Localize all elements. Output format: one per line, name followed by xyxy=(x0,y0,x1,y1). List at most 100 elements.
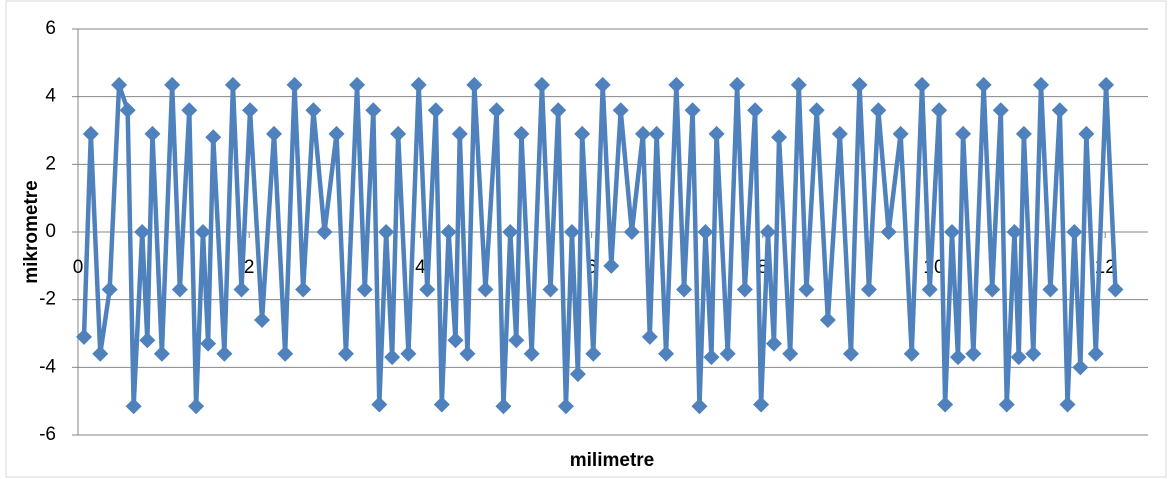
marker xyxy=(955,125,972,142)
marker xyxy=(171,281,188,298)
x-tick-label: 6 xyxy=(586,257,597,278)
marker xyxy=(798,281,815,298)
marker xyxy=(747,102,764,119)
y-tick-label: 2 xyxy=(45,153,56,174)
marker xyxy=(550,102,567,119)
marker xyxy=(998,396,1015,413)
marker xyxy=(759,224,776,240)
y-tick-label: -4 xyxy=(39,356,56,377)
marker xyxy=(254,311,271,328)
marker xyxy=(1033,76,1049,93)
marker xyxy=(708,125,725,142)
marker xyxy=(765,335,782,352)
marker xyxy=(771,129,788,146)
marker xyxy=(684,102,701,119)
marker xyxy=(697,224,714,240)
marker xyxy=(488,102,505,119)
marker xyxy=(1051,102,1068,119)
marker xyxy=(729,76,746,93)
marker xyxy=(224,76,241,93)
marker xyxy=(668,76,685,93)
marker xyxy=(125,398,142,415)
marker xyxy=(790,76,807,93)
marker xyxy=(188,398,205,415)
marker xyxy=(419,281,436,298)
marker xyxy=(266,125,283,142)
marker xyxy=(205,129,222,146)
y-tick-label: 0 xyxy=(45,221,56,242)
marker xyxy=(1025,345,1042,362)
marker xyxy=(975,76,992,93)
marker xyxy=(831,125,848,142)
marker xyxy=(842,345,859,362)
marker xyxy=(75,328,92,345)
y-tick-label: 4 xyxy=(45,86,56,107)
marker xyxy=(451,125,468,142)
marker xyxy=(181,102,198,119)
marker xyxy=(703,349,720,366)
marker xyxy=(557,398,574,415)
marker xyxy=(164,76,181,93)
y-tick-label: 6 xyxy=(45,18,56,39)
marker xyxy=(921,281,938,298)
marker xyxy=(134,224,151,240)
marker xyxy=(365,102,382,119)
marker xyxy=(200,335,217,352)
marker xyxy=(384,349,401,366)
marker xyxy=(216,345,233,362)
marker xyxy=(782,345,799,362)
x-tick-label: 4 xyxy=(415,257,426,278)
marker xyxy=(1006,224,1023,240)
marker xyxy=(808,102,825,119)
marker xyxy=(101,281,118,298)
y-axis-title: mikrometre xyxy=(21,180,42,284)
marker xyxy=(892,125,909,142)
marker xyxy=(119,102,136,119)
marker xyxy=(860,281,877,298)
marker xyxy=(459,345,476,362)
marker xyxy=(819,311,836,328)
marker xyxy=(594,76,611,93)
marker xyxy=(943,224,960,240)
x-tick-label: 8 xyxy=(758,257,769,278)
marker xyxy=(603,257,620,274)
marker xyxy=(533,76,550,93)
marker xyxy=(286,76,303,93)
marker xyxy=(523,345,540,362)
marker xyxy=(1010,349,1027,366)
marker xyxy=(495,398,512,415)
marker xyxy=(295,281,312,298)
x-tick-label: 2 xyxy=(244,257,255,278)
marker xyxy=(984,281,1001,298)
marker xyxy=(992,102,1009,119)
marker xyxy=(433,396,450,413)
marker xyxy=(371,396,388,413)
marker xyxy=(542,281,559,298)
marker xyxy=(641,328,658,345)
y-tick-label: -2 xyxy=(39,289,56,310)
marker xyxy=(1066,224,1083,240)
marker xyxy=(349,76,366,93)
marker xyxy=(400,345,417,362)
marker xyxy=(305,102,322,119)
marker xyxy=(937,396,954,413)
marker xyxy=(903,345,920,362)
marker xyxy=(1072,359,1089,376)
marker xyxy=(92,345,109,362)
marker xyxy=(563,224,580,240)
marker xyxy=(356,281,373,298)
marker xyxy=(736,281,753,298)
marker xyxy=(242,102,259,119)
marker xyxy=(719,345,736,362)
x-tick-label: 0 xyxy=(73,257,84,278)
marker xyxy=(337,345,354,362)
marker xyxy=(691,398,708,415)
marker xyxy=(574,125,591,142)
marker xyxy=(569,366,586,383)
marker xyxy=(466,76,483,93)
y-tick-label: -6 xyxy=(39,424,56,445)
marker xyxy=(378,224,395,240)
marker xyxy=(82,125,99,142)
marker xyxy=(585,345,602,362)
